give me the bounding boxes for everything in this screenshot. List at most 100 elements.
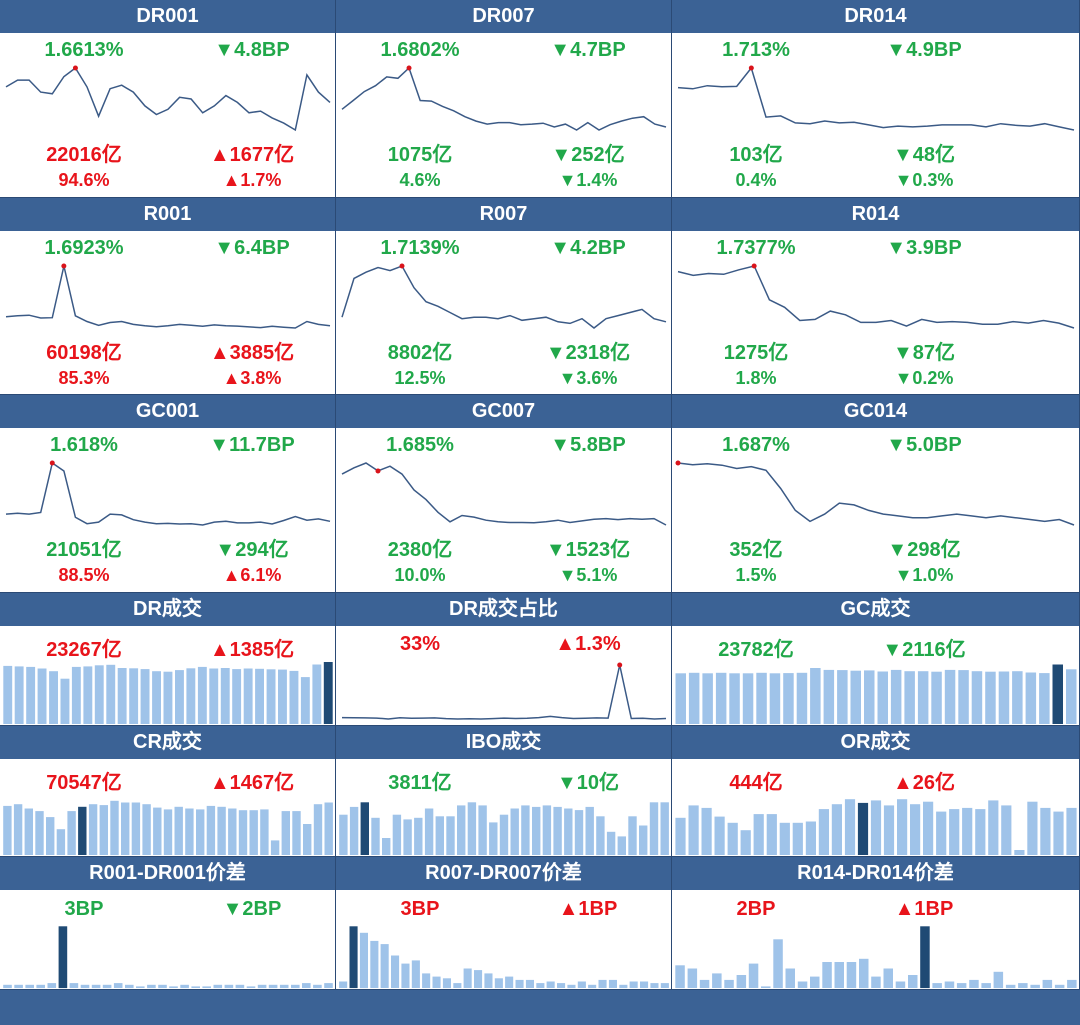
bar [121, 802, 130, 855]
bar [152, 671, 161, 724]
bar [349, 806, 359, 855]
bar [897, 799, 908, 855]
rate-panel-dr014: DR014 1.713% ▼4.9BP 103亿 ▼48亿 0.4% ▼0.3% [672, 0, 1080, 198]
bar [206, 805, 216, 855]
bar [129, 668, 139, 724]
bar [797, 981, 808, 988]
bar [736, 975, 747, 988]
bar [382, 838, 391, 856]
bar [94, 665, 104, 724]
bar [859, 958, 869, 989]
rate-change: ▼5.0BP [886, 434, 962, 456]
bar [877, 671, 888, 724]
headline-value: 3811亿 [388, 772, 452, 794]
peak-point [406, 65, 412, 71]
bar [988, 800, 999, 855]
bar [908, 975, 918, 988]
bar [446, 816, 455, 856]
bar [617, 836, 626, 855]
bar [958, 670, 969, 724]
rate-panel-r001: R001 1.6923% ▼6.4BP 60198亿 ▲3885亿 85.3% ▲3.8% [0, 197, 336, 395]
bar [313, 984, 322, 989]
bar [339, 981, 348, 988]
bar [260, 809, 269, 855]
volume-panel-dr_share: DR成交占比 33% ▲1.3% [336, 593, 672, 726]
bar [484, 973, 493, 988]
series-line [5, 461, 331, 526]
bar [266, 669, 276, 724]
volume-panel-ibo_volume: IBO成交 3811亿 ▼10亿 [336, 726, 672, 857]
bar [904, 671, 915, 724]
bar [463, 968, 472, 988]
volume-panel-or_volume: OR成交 444亿 ▲26亿 [672, 726, 1080, 857]
bar [660, 983, 669, 988]
rate-change: ▼6.4BP [214, 236, 290, 259]
bar [729, 673, 740, 724]
bar [702, 673, 713, 724]
share-value: 10.0% [394, 565, 446, 585]
bar [766, 814, 777, 855]
bar [883, 805, 895, 855]
headline-value: 33% [399, 633, 441, 655]
volume-change: ▼252亿 [551, 144, 625, 166]
bar [392, 814, 402, 855]
volume-change: ▲1677亿 [209, 144, 295, 166]
panel-title: OR成交 [672, 726, 1079, 759]
bar [779, 822, 790, 855]
bar [140, 669, 150, 724]
bar [58, 926, 68, 989]
volume-value: 352亿 [729, 539, 783, 561]
share-value: 0.4% [735, 170, 777, 190]
panel-title: DR007 [336, 0, 671, 33]
bar [246, 986, 256, 988]
bar [71, 666, 81, 724]
series-line [341, 264, 667, 329]
bar [370, 940, 379, 988]
bar [675, 965, 685, 989]
bar [962, 807, 973, 855]
bar [403, 819, 412, 855]
bar [536, 983, 545, 988]
share-change: ▼3.6% [558, 367, 618, 388]
headline-value: 23267亿 [46, 639, 122, 661]
bar [289, 670, 299, 724]
bar [971, 671, 983, 724]
rate-panel-gc007: GC007 1.685% ▼5.8BP 2380亿 ▼1523亿 10.0% ▼5.1% [336, 395, 672, 593]
bar [944, 669, 956, 724]
peak-point [751, 263, 757, 268]
panel-title: CR成交 [0, 726, 335, 759]
bar [505, 976, 514, 988]
headline-value: 70547亿 [46, 772, 122, 794]
panel-title: R007-DR007价差 [336, 857, 671, 890]
bar [931, 671, 942, 724]
bar [313, 804, 323, 855]
volume-change: ▼1523亿 [545, 539, 631, 561]
bar-chart [675, 664, 1077, 724]
bar [147, 984, 156, 989]
bar [414, 817, 423, 855]
bar [910, 804, 921, 855]
bar [360, 802, 369, 855]
bar [756, 672, 767, 724]
bar [163, 671, 173, 724]
bar [339, 814, 348, 855]
bar [585, 806, 594, 855]
bar [380, 944, 389, 988]
bar [606, 831, 616, 856]
bar [857, 802, 869, 855]
share-change: ▼0.3% [894, 170, 954, 190]
bar [196, 809, 205, 855]
sparkline-chart [675, 460, 1075, 526]
bar [209, 668, 219, 724]
panel-title: GC001 [0, 395, 335, 428]
sparkline-chart [5, 460, 331, 526]
bar [474, 970, 483, 988]
bar-chart [3, 800, 333, 856]
bar [46, 817, 55, 855]
volume-value: 2380亿 [387, 539, 453, 561]
series-line [5, 265, 331, 329]
bar [956, 983, 967, 988]
rate-panel-dr001: DR001 1.6613% ▼4.8BP 22016亿 ▲1677亿 94.6% ▲1.7% [0, 0, 336, 198]
spread-panel-r014_dr014: R014-DR014价差 2BP ▲1BP [672, 857, 1080, 990]
panel-title: IBO成交 [336, 726, 671, 759]
